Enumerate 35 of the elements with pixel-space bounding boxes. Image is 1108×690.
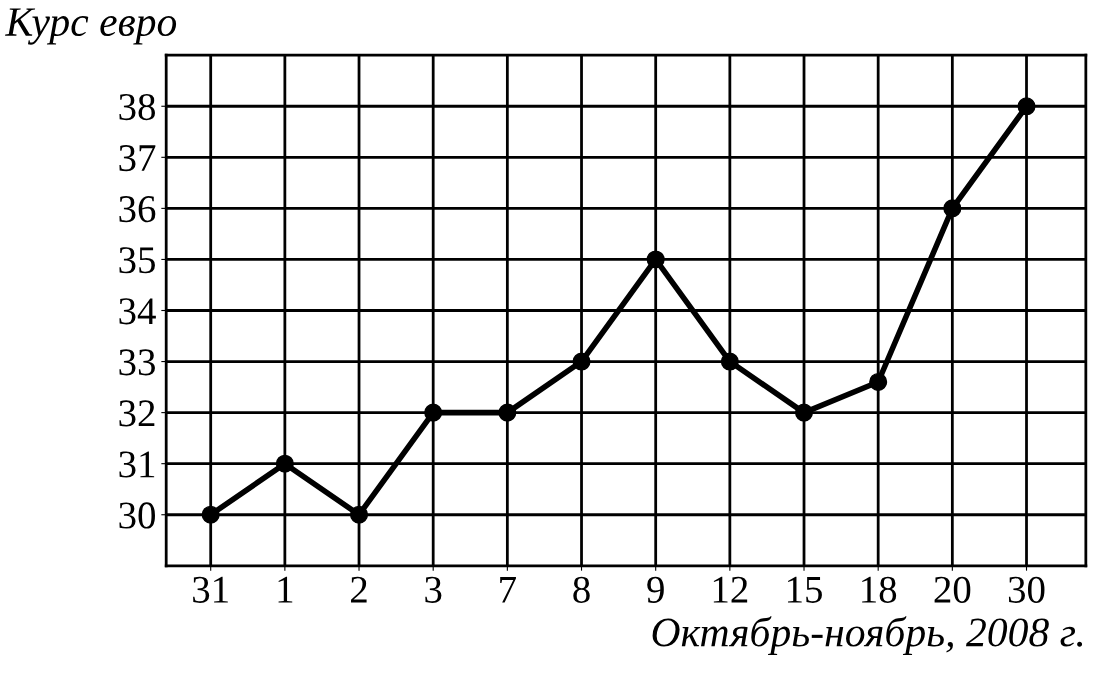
- point: [720, 352, 739, 371]
- y-tick-label: 30: [119, 502, 155, 529]
- point: [424, 403, 443, 422]
- y-tick-label: 34: [119, 298, 156, 325]
- point: [275, 454, 294, 473]
- point: [349, 505, 369, 524]
- y-tick-label: 36: [119, 196, 156, 223]
- x-tick-label: 1: [278, 576, 293, 603]
- x-tick-label: 7: [500, 577, 516, 603]
- x-tick-label: 2: [351, 576, 367, 603]
- x-tick-label: 8: [573, 576, 590, 603]
- point: [1017, 97, 1036, 116]
- x-tick-label: 12: [713, 576, 748, 603]
- x-tick-label: 30: [1008, 576, 1045, 603]
- x-tick-label: 31: [193, 576, 228, 603]
- point: [869, 372, 888, 392]
- y-tick-label: 32: [119, 400, 155, 427]
- y-tick-label: 35: [119, 247, 155, 274]
- y-tick-label: 31: [119, 451, 155, 478]
- point: [572, 352, 591, 371]
- point: [943, 199, 962, 218]
- x-tick-label: 18: [862, 576, 897, 603]
- x-axis-title: Октябрь-ноябрь, 2008 г.: [652, 616, 1083, 656]
- point: [646, 250, 665, 269]
- y-tick-label: 37: [119, 145, 156, 172]
- point: [498, 403, 517, 422]
- y-tick-label: 33: [119, 349, 155, 376]
- point: [201, 505, 220, 524]
- y-tick-label: 38: [119, 93, 155, 121]
- x-tick-label: 20: [934, 576, 971, 603]
- x-tick-label: 15: [787, 576, 822, 603]
- chart-title: Курс евро: [5, 8, 177, 45]
- point: [794, 403, 814, 422]
- x-tick-label: 9: [647, 576, 664, 603]
- x-tick-label: 3: [425, 576, 442, 603]
